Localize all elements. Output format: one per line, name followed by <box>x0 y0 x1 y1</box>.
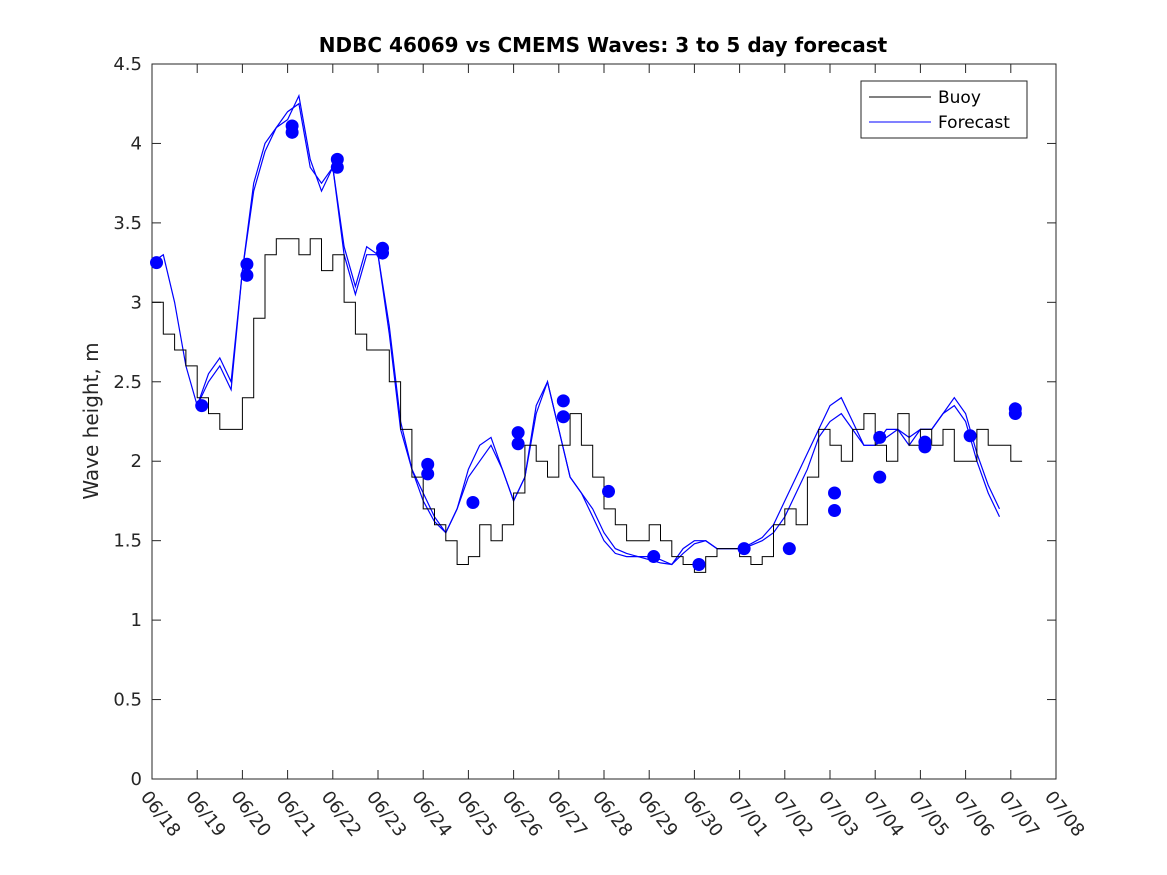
x-tick-label: 06/26 <box>498 787 546 841</box>
x-tick-label: 06/25 <box>452 787 500 841</box>
x-tick-label: 06/18 <box>136 787 184 841</box>
y-axis-label: Wave height, m <box>79 342 103 499</box>
x-tick-label: 07/01 <box>724 787 772 841</box>
forecast-marker <box>782 542 796 556</box>
y-tick-label: 2.5 <box>113 372 142 393</box>
x-tick-label: 07/04 <box>859 787 907 841</box>
forecast-marker <box>511 437 525 451</box>
x-tick-label: 06/22 <box>317 787 365 841</box>
forecast-marker <box>918 440 932 454</box>
forecast-marker <box>421 457 435 471</box>
y-tick-label: 1 <box>131 610 142 631</box>
forecast-line-1 <box>151 102 1001 566</box>
y-tick-label: 2 <box>131 451 142 472</box>
x-tick-label: 07/02 <box>769 787 817 841</box>
forecast-marker <box>376 246 390 260</box>
x-tick-label: 06/27 <box>543 787 591 841</box>
forecast-marker <box>1008 407 1022 421</box>
chart-title: NDBC 46069 vs CMEMS Waves: 3 to 5 day fo… <box>319 33 888 57</box>
forecast-marker <box>963 429 977 443</box>
forecast-marker <box>556 394 570 408</box>
forecast-marker <box>285 125 299 139</box>
forecast-marker <box>195 399 209 413</box>
plot-area: 0 0.5 1 1.5 2 2.5 3 3.5 4 4.5 06/1806/1906/2006/21… <box>113 54 1088 841</box>
x-tick-label: 06/21 <box>272 787 320 841</box>
buoy-line <box>152 238 1023 573</box>
forecast-marker <box>556 410 570 424</box>
x-tick-label: 07/07 <box>995 787 1043 841</box>
forecast-marker <box>873 430 887 444</box>
forecast-marker <box>737 542 751 556</box>
y-tick-label: 4 <box>131 133 142 154</box>
forecast-marker <box>828 503 842 517</box>
x-tick-label: 07/08 <box>1040 787 1088 841</box>
forecast-marker <box>828 486 842 500</box>
x-tick-label: 07/05 <box>904 787 952 841</box>
y-tick-label: 0 <box>131 769 142 790</box>
forecast-marker <box>647 550 661 564</box>
y-tick-label: 0.5 <box>113 690 142 711</box>
legend-forecast-label: Forecast <box>938 113 1010 133</box>
forecast-marker <box>330 160 344 174</box>
forecast-marker <box>511 426 525 440</box>
forecast-marker <box>240 268 254 282</box>
x-tick-label: 06/24 <box>407 787 455 841</box>
y-tick-label: 3 <box>131 292 142 313</box>
forecast-marker <box>873 470 887 484</box>
axes-box <box>151 63 1057 780</box>
y-tick-label: 1.5 <box>113 531 142 552</box>
x-tick-label: 06/30 <box>678 787 726 841</box>
x-tick-label: 06/28 <box>588 787 636 841</box>
x-tick-label: 06/23 <box>362 787 410 841</box>
legend-buoy-label: Buoy <box>938 88 981 108</box>
x-tick-label: 07/06 <box>950 787 998 841</box>
legend: Buoy Forecast <box>860 80 1028 139</box>
x-tick-label: 06/19 <box>181 787 229 841</box>
legend-box <box>860 80 1028 139</box>
x-tick-label: 06/20 <box>226 787 274 841</box>
forecast-marker <box>692 558 706 571</box>
x-tick-label: 07/03 <box>814 787 862 841</box>
y-tick-label: 4.5 <box>113 54 142 75</box>
x-tick-label: 06/29 <box>633 787 681 841</box>
forecast-marker <box>602 484 616 498</box>
forecast-marker <box>421 467 435 481</box>
forecast-marker <box>150 256 164 270</box>
forecast-marker <box>466 496 480 510</box>
forecast-marker <box>240 257 254 271</box>
forecast-line-2 <box>196 93 1001 566</box>
y-tick-label: 3.5 <box>113 213 142 234</box>
